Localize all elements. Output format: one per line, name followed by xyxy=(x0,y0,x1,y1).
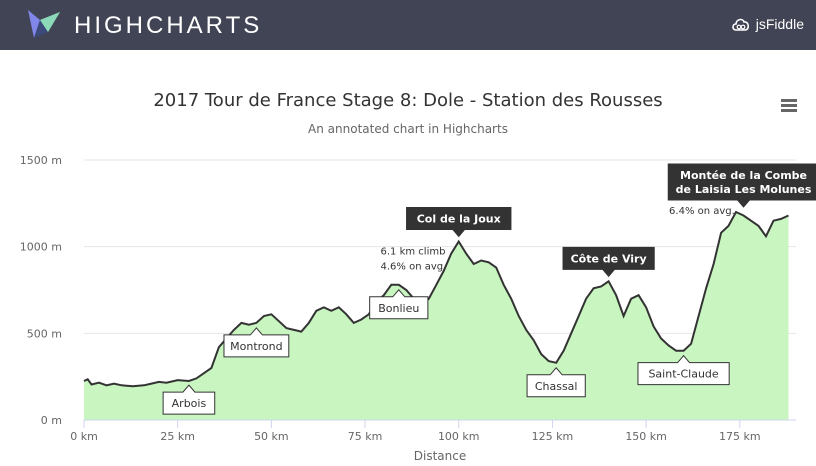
annotation-label: Côte de Viry xyxy=(562,246,655,278)
hamburger-menu-icon[interactable] xyxy=(778,96,800,114)
highcharts-logo-icon xyxy=(28,10,60,38)
chart-plot: 0 m 500 m 1000 m 1500 m 0 km 25 km 50 km 75 km 1… xyxy=(20,154,816,463)
jsfiddle-label: jsFiddle xyxy=(755,16,804,32)
x-tick-label: 100 km xyxy=(438,430,480,443)
elevation-line xyxy=(83,210,789,388)
chart-title: 2017 Tour de France Stage 8: Dole - Stat… xyxy=(153,90,663,111)
x-axis-title: Distance xyxy=(414,449,466,463)
annotation-box xyxy=(162,384,216,415)
chart-subtitle: An annotated chart in Highcharts xyxy=(308,122,508,136)
brand-name: HIGHCHARTS xyxy=(74,12,263,39)
x-tick-label: 50 km xyxy=(254,430,289,443)
x-tick-label: 150 km xyxy=(625,430,667,443)
x-tick-label: 75 km xyxy=(348,430,383,443)
annotation-text: Chassal xyxy=(535,380,578,393)
annotation-label: Bonlieu xyxy=(369,289,429,320)
jsfiddle-link[interactable]: jsFiddle xyxy=(731,16,804,32)
annotation-box xyxy=(369,289,429,320)
chart-container: 2017 Tour de France Stage 8: Dole - Stat… xyxy=(0,50,816,466)
elevation-area xyxy=(84,212,789,420)
annotation-label: Chassal xyxy=(526,367,586,398)
annotation-label: Saint-Claude xyxy=(637,354,730,386)
y-tick-label: 500 m xyxy=(27,327,62,340)
brand[interactable]: HIGHCHARTS xyxy=(26,8,262,44)
annotation-text: Arbois xyxy=(172,397,207,410)
annotation-text: de Laisia Les Molunes xyxy=(676,183,812,196)
annotation-text: Côte de Viry xyxy=(571,252,647,265)
x-tick-label: 175 km xyxy=(719,430,761,443)
annotation-label: Col de la Joux xyxy=(406,206,512,238)
climb-note-text: 4.6% on avg. xyxy=(381,261,447,272)
annotation-label: Montrond xyxy=(223,327,290,358)
top-bar: HIGHCHARTS jsFiddle xyxy=(0,0,816,50)
annotation-box xyxy=(406,206,512,238)
annotation-text: Bonlieu xyxy=(378,302,419,315)
climb-note-text: 6.4% on avg. xyxy=(669,206,735,217)
annotation-box xyxy=(667,163,816,208)
y-tick-label: 1000 m xyxy=(20,241,62,254)
annotation-text: Col de la Joux xyxy=(417,212,501,225)
annotation-box xyxy=(223,327,290,358)
annotation-label: Arbois xyxy=(162,384,216,415)
annotation-box xyxy=(637,354,730,386)
x-tick-label: 25 km xyxy=(160,430,195,443)
x-tick-label: 125 km xyxy=(532,430,574,443)
y-tick-label: 0 m xyxy=(41,414,62,427)
climb-note-text: 6.1 km climb xyxy=(381,246,446,257)
jsfiddle-cloud-icon xyxy=(731,18,749,31)
annotation-box xyxy=(562,246,655,278)
x-tick-label: 0 km xyxy=(70,430,98,443)
y-tick-label: 1500 m xyxy=(20,154,62,167)
annotation-text: Montrond xyxy=(230,340,282,353)
annotation-text: Montée de la Combe xyxy=(680,169,807,182)
annotation-text: Saint-Claude xyxy=(648,368,718,381)
annotation-box xyxy=(526,367,586,398)
